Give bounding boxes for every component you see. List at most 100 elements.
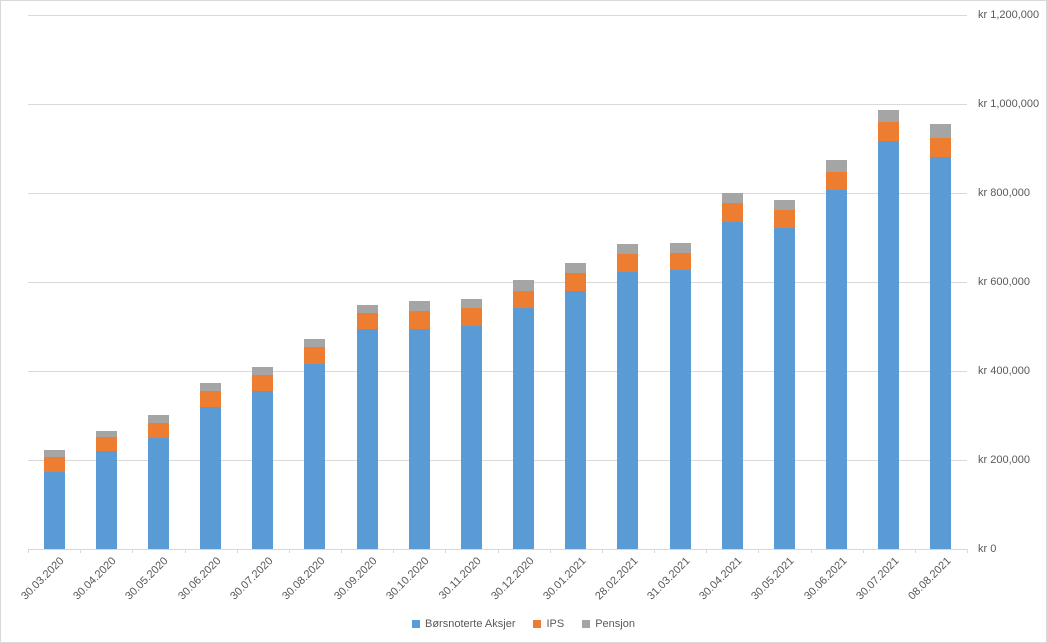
bar-segment-pensjon — [565, 263, 586, 274]
bar-segment-b-rsnoterte-aksjer — [826, 189, 847, 549]
bar-segment-pensjon — [44, 449, 65, 457]
legend-label: Pensjon — [595, 618, 635, 630]
bar-segment-ips — [930, 138, 951, 158]
legend-swatch-icon — [582, 620, 591, 628]
bar-segment-pensjon — [148, 415, 169, 423]
x-axis-tick — [654, 549, 655, 553]
bar-segment-pensjon — [96, 430, 117, 438]
gridline — [28, 282, 967, 283]
bar-segment-pensjon — [461, 299, 482, 309]
bar-segment-ips — [670, 253, 691, 270]
x-axis-tick — [80, 549, 81, 553]
bar-segment-ips — [200, 390, 221, 408]
bar-segment-b-rsnoterte-aksjer — [774, 227, 795, 549]
bar-segment-ips — [878, 122, 899, 142]
y-axis-tick-label: kr 800,000 — [978, 187, 1030, 199]
x-axis-category-label: 30.12.2020 — [489, 555, 537, 603]
x-axis-category-label: 30.04.2020 — [71, 555, 119, 603]
legend: Børsnoterte Aksjer IPS Pensjon — [1, 613, 1046, 635]
gridline — [28, 104, 967, 105]
bar-segment-b-rsnoterte-aksjer — [878, 141, 899, 549]
y-axis-tick-label: kr 400,000 — [978, 365, 1030, 377]
bar-segment-b-rsnoterte-aksjer — [44, 472, 65, 549]
gridline — [28, 193, 967, 194]
legend-label: IPS — [546, 618, 565, 630]
bar-segment-ips — [357, 313, 378, 329]
gridline — [28, 15, 967, 16]
y-axis-tick-label: kr 0 — [978, 543, 997, 555]
x-axis-category-label: 30.01.2021 — [541, 555, 589, 603]
bar-segment-b-rsnoterte-aksjer — [252, 391, 273, 549]
bar-segment-pensjon — [930, 123, 951, 139]
x-axis-category-label: 30.03.2020 — [19, 555, 67, 603]
x-axis-tick — [758, 549, 759, 553]
x-axis-category-label: 30.07.2021 — [854, 555, 902, 603]
x-axis-tick — [445, 549, 446, 553]
bar-segment-b-rsnoterte-aksjer — [722, 221, 743, 549]
legend-item-ips: IPS — [533, 618, 564, 630]
x-axis-category-label: 30.07.2020 — [228, 555, 276, 603]
x-axis-category-label: 30.11.2020 — [436, 555, 484, 602]
bar-segment-ips — [722, 202, 743, 222]
bar-segment-pensjon — [670, 242, 691, 254]
x-axis-category-label: 30.09.2020 — [332, 555, 380, 603]
y-axis-tick-label: kr 200,000 — [978, 454, 1030, 466]
bar-segment-b-rsnoterte-aksjer — [357, 328, 378, 549]
bar-segment-ips — [513, 290, 534, 309]
x-axis-category-label: 30.06.2020 — [176, 555, 224, 603]
x-axis-tick — [706, 549, 707, 553]
x-axis-tick — [341, 549, 342, 553]
x-axis-tick — [393, 549, 394, 553]
x-axis-tick — [237, 549, 238, 553]
bar-segment-pensjon — [774, 199, 795, 210]
x-axis-category-label: 30.05.2021 — [749, 555, 797, 603]
bar-segment-b-rsnoterte-aksjer — [565, 290, 586, 549]
bar-segment-ips — [774, 209, 795, 228]
legend-label: Børsnoterte Aksjer — [425, 618, 516, 630]
bar-segment-pensjon — [722, 192, 743, 203]
x-axis-category-label: 31.03.2021 — [645, 555, 693, 603]
bar-segment-b-rsnoterte-aksjer — [200, 407, 221, 549]
x-axis-tick — [863, 549, 864, 553]
bar-segment-ips — [96, 437, 117, 452]
x-axis-tick — [185, 549, 186, 553]
x-axis-category-label: 30.05.2020 — [123, 555, 171, 603]
bar-segment-ips — [461, 308, 482, 327]
y-axis-tick-label: kr 1,200,000 — [978, 9, 1040, 21]
bar-segment-ips — [44, 456, 65, 472]
x-axis-category-label: 30.08.2020 — [280, 555, 328, 603]
bar-segment-pensjon — [357, 304, 378, 314]
bar-segment-pensjon — [826, 159, 847, 172]
bar-segment-b-rsnoterte-aksjer — [513, 308, 534, 549]
bar-segment-pensjon — [409, 301, 430, 311]
x-axis-category-label: 28.02.2021 — [593, 555, 641, 603]
bar-segment-b-rsnoterte-aksjer — [461, 326, 482, 549]
bar-segment-pensjon — [252, 366, 273, 376]
y-axis-tick-label: kr 1,000,000 — [978, 98, 1040, 110]
legend-swatch-icon — [533, 620, 542, 628]
x-axis-line — [28, 549, 967, 550]
x-axis-category-label: 30.06.2021 — [802, 555, 850, 603]
x-axis-tick — [498, 549, 499, 553]
x-axis-tick — [289, 549, 290, 553]
x-axis-tick — [967, 549, 968, 553]
bar-segment-pensjon — [513, 280, 534, 291]
bar-segment-b-rsnoterte-aksjer — [96, 451, 117, 549]
bar-segment-b-rsnoterte-aksjer — [670, 269, 691, 549]
x-axis-tick — [811, 549, 812, 553]
bar-segment-pensjon — [200, 382, 221, 391]
x-axis-category-label: 30.04.2021 — [697, 555, 745, 603]
bar-segment-b-rsnoterte-aksjer — [304, 364, 325, 549]
x-axis-tick — [28, 549, 29, 553]
bar-segment-pensjon — [617, 244, 638, 255]
bar-segment-b-rsnoterte-aksjer — [409, 328, 430, 549]
x-axis-tick — [915, 549, 916, 553]
y-axis-tick-label: kr 600,000 — [978, 276, 1030, 288]
bar-segment-pensjon — [304, 338, 325, 347]
legend-item-b-rsnoterte-aksjer: Børsnoterte Aksjer — [412, 618, 515, 630]
gridline — [28, 371, 967, 372]
bar-segment-ips — [252, 375, 273, 392]
legend-swatch-icon — [412, 620, 420, 628]
gridline — [28, 460, 967, 461]
